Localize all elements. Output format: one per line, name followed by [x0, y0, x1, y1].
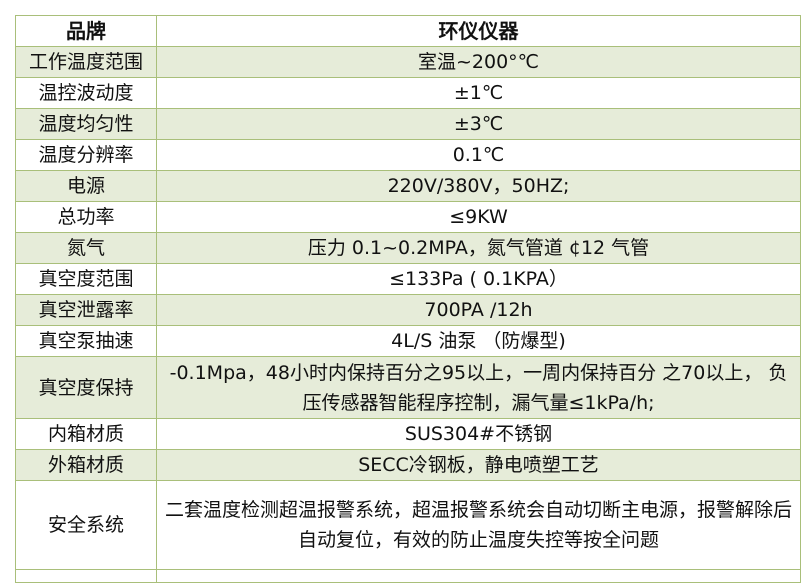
spec-table: 品牌 环仪仪器 工作温度范围 室温~200°℃ 温控波动度 ±1℃ 温度均匀性 ±3℃… — [15, 15, 801, 583]
table-row: 安全系统 二套温度检测超温报警系统，超温报警系统会自动切断主电源，报警解除后自动复… — [15, 480, 801, 570]
row-value: 0.1℃ — [156, 139, 801, 171]
row-key: 内箱材质 — [15, 418, 157, 450]
row-value: 4L/S 油泵 （防爆型) — [156, 325, 801, 357]
row-key: 温度均匀性 — [15, 108, 157, 140]
row-key: 总功率 — [15, 201, 157, 233]
row-value: -0.1Mpa，48小时内保持百分之95以上，一周内保持百分 之70以上， 负压… — [156, 356, 801, 419]
row-key: 真空度范围 — [15, 263, 157, 295]
row-value: ±1℃ — [156, 77, 801, 109]
table-header-row: 品牌 环仪仪器 — [15, 15, 801, 47]
table-row: 外箱材质 SECC冷钢板，静电喷塑工艺 — [15, 449, 801, 481]
row-key: 真空度保持 — [15, 356, 157, 419]
table-row: 真空泵抽速 4L/S 油泵 （防爆型) — [15, 325, 801, 357]
row-key: 外箱材质 — [15, 449, 157, 481]
row-key: 真空泵抽速 — [15, 325, 157, 357]
row-value: 220V/380V，50HZ; — [156, 170, 801, 202]
row-key: 氮气 — [15, 232, 157, 264]
row-value-empty — [156, 569, 801, 583]
row-key: 安全系统 — [15, 480, 157, 570]
row-value: SECC冷钢板，静电喷塑工艺 — [156, 449, 801, 481]
row-value: 二套温度检测超温报警系统，超温报警系统会自动切断主电源，报警解除后自动复位，有效… — [156, 480, 801, 570]
table-row: 温度均匀性 ±3℃ — [15, 108, 801, 140]
row-value: 700PA /12h — [156, 294, 801, 326]
table-row: 温控波动度 ±1℃ — [15, 77, 801, 109]
row-key: 真空泄露率 — [15, 294, 157, 326]
table-row: 内箱材质 SUS304#不锈钢 — [15, 418, 801, 450]
row-value: ±3℃ — [156, 108, 801, 140]
table-row: 氮气 压力 0.1~0.2MPA，氮气管道 ¢12 气管 — [15, 232, 801, 264]
row-value: 室温~200°℃ — [156, 46, 801, 78]
table-row: 工作温度范围 室温~200°℃ — [15, 46, 801, 78]
row-key: 工作温度范围 — [15, 46, 157, 78]
table-row: 温度分辨率 0.1℃ — [15, 139, 801, 171]
row-key: 温度分辨率 — [15, 139, 157, 171]
header-key: 品牌 — [15, 15, 157, 47]
table-row: 真空度保持 -0.1Mpa，48小时内保持百分之95以上，一周内保持百分 之70以… — [15, 356, 801, 419]
row-value: ≤133Pa ( 0.1KPA） — [156, 263, 801, 295]
row-value: 压力 0.1~0.2MPA，氮气管道 ¢12 气管 — [156, 232, 801, 264]
table-row: 电源 220V/380V，50HZ; — [15, 170, 801, 202]
row-key-empty — [15, 569, 157, 583]
row-value: SUS304#不锈钢 — [156, 418, 801, 450]
table-row: 真空度范围 ≤133Pa ( 0.1KPA） — [15, 263, 801, 295]
header-value: 环仪仪器 — [156, 15, 801, 47]
table-row: 总功率 ≤9KW — [15, 201, 801, 233]
row-value: ≤9KW — [156, 201, 801, 233]
table-row-empty — [15, 569, 801, 583]
table-row: 真空泄露率 700PA /12h — [15, 294, 801, 326]
row-key: 温控波动度 — [15, 77, 157, 109]
row-key: 电源 — [15, 170, 157, 202]
